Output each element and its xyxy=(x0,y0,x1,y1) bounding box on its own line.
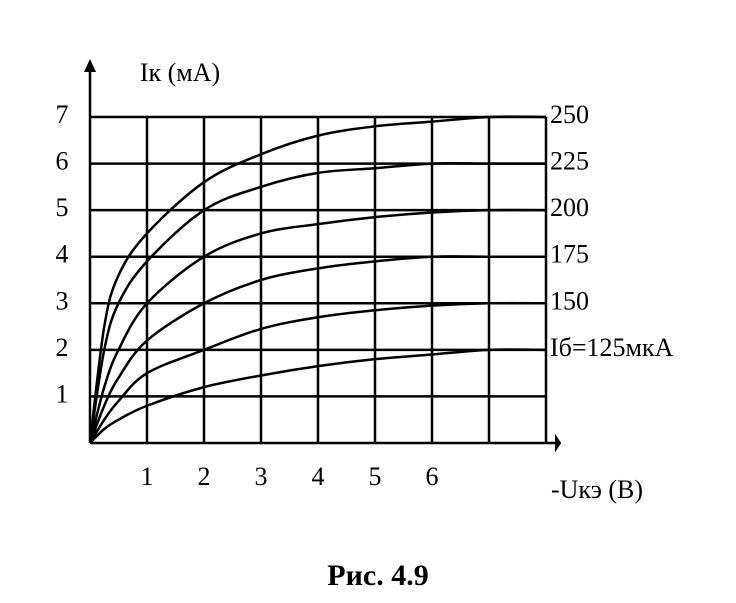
legend-label: 225 xyxy=(550,147,589,176)
x-tick-label: 2 xyxy=(198,462,211,491)
curve xyxy=(88,115,547,444)
legend-label: Iб=125мкА xyxy=(550,333,674,362)
x-tick-label: 4 xyxy=(312,462,325,491)
legend-label: 250 xyxy=(550,100,589,129)
y-tick-label: 5 xyxy=(56,193,69,222)
y-axis-arrow xyxy=(84,59,96,72)
curve xyxy=(88,208,547,444)
y-tick-label: 1 xyxy=(56,379,69,408)
curve xyxy=(88,255,546,444)
legend-label: 175 xyxy=(550,240,589,269)
y-tick-label: 6 xyxy=(56,147,69,176)
y-axis-label: Iк (мА) xyxy=(140,58,220,87)
x-tick-label: 5 xyxy=(369,462,382,491)
curve xyxy=(88,161,546,444)
curve xyxy=(88,301,547,444)
legend-label: 150 xyxy=(550,286,589,315)
y-tick-label: 7 xyxy=(56,100,69,129)
x-axis-arrow xyxy=(555,433,562,453)
x-tick-label: 3 xyxy=(255,462,268,491)
x-axis-label: -Uкэ (В) xyxy=(551,475,643,504)
y-tick-label: 4 xyxy=(56,240,69,269)
legend-label: 200 xyxy=(550,193,589,222)
chart-title: Рис. 4.9 xyxy=(327,559,428,592)
y-tick-label: 2 xyxy=(56,333,69,362)
x-tick-label: 1 xyxy=(141,462,154,491)
curve xyxy=(89,348,547,444)
y-tick-label: 3 xyxy=(56,286,69,315)
x-tick-label: 6 xyxy=(426,462,439,491)
